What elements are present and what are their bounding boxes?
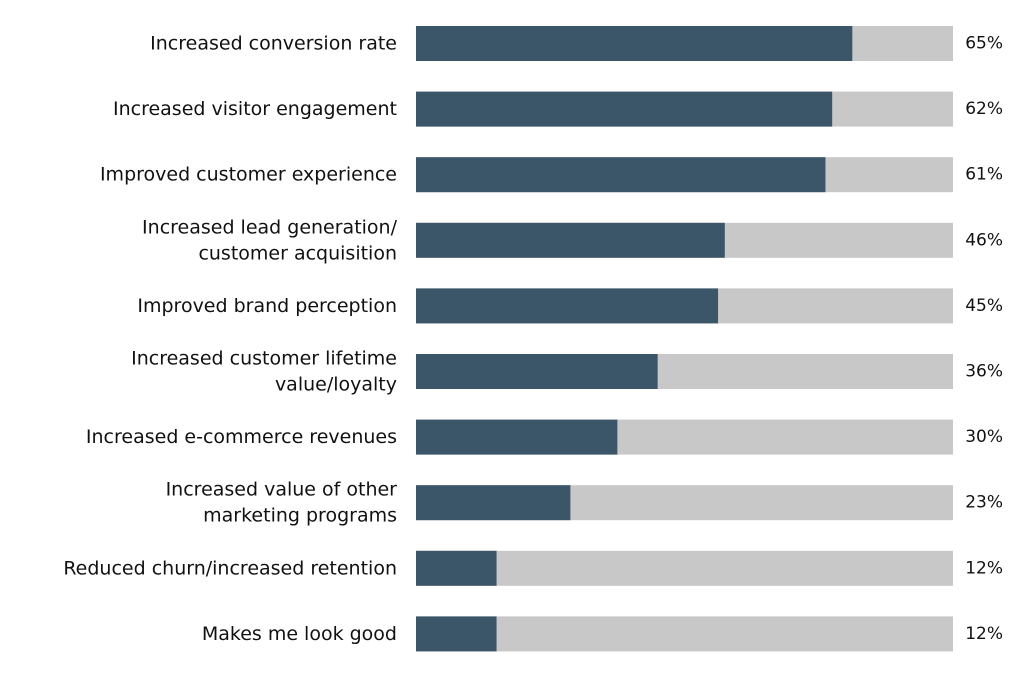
bars: [416, 26, 853, 652]
bar: [416, 550, 497, 586]
category-labels: Increased conversion rate Increased visit…: [63, 33, 397, 645]
bar: [416, 616, 497, 652]
value-label: 46%: [965, 230, 1003, 250]
value-label: 12%: [965, 624, 1003, 644]
bar: [416, 91, 833, 127]
category-label: Increased customer lifetime: [131, 348, 397, 370]
value-label: 61%: [965, 165, 1003, 185]
category-label: marketing programs: [203, 505, 397, 527]
bar: [416, 222, 725, 258]
category-label: Increased visitor engagement: [113, 98, 397, 120]
category-label: Increased conversion rate: [150, 33, 397, 55]
category-label: Makes me look good: [202, 623, 397, 645]
value-label: 62%: [965, 99, 1003, 119]
category-label: Increased value of other: [166, 479, 398, 501]
value-label: 45%: [965, 296, 1003, 316]
bar: [416, 354, 658, 389]
bar: [416, 26, 853, 61]
category-label: Increased lead generation/: [142, 216, 398, 238]
category-label: Improved customer experience: [100, 164, 397, 186]
value-label: 65%: [965, 34, 1003, 54]
value-label: 12%: [965, 558, 1003, 578]
category-label: customer acquisition: [198, 242, 397, 264]
category-label: Increased e-commerce revenues: [86, 426, 397, 448]
category-label: value/loyalty: [275, 374, 397, 396]
value-label: 36%: [965, 362, 1003, 382]
value-label: 23%: [965, 493, 1003, 513]
bar: [416, 419, 618, 455]
bar-track: [416, 616, 953, 652]
bar: [416, 288, 719, 324]
value-labels: 65% 62% 61% 46% 45% 36% 30% 23% 12% 12%: [965, 34, 1003, 644]
category-label: Reduced churn/increased retention: [63, 557, 397, 579]
value-label: 30%: [965, 427, 1003, 447]
category-label: Improved brand perception: [137, 295, 397, 317]
bar: [416, 485, 571, 521]
bar: [416, 157, 826, 193]
bar-track: [416, 550, 953, 586]
